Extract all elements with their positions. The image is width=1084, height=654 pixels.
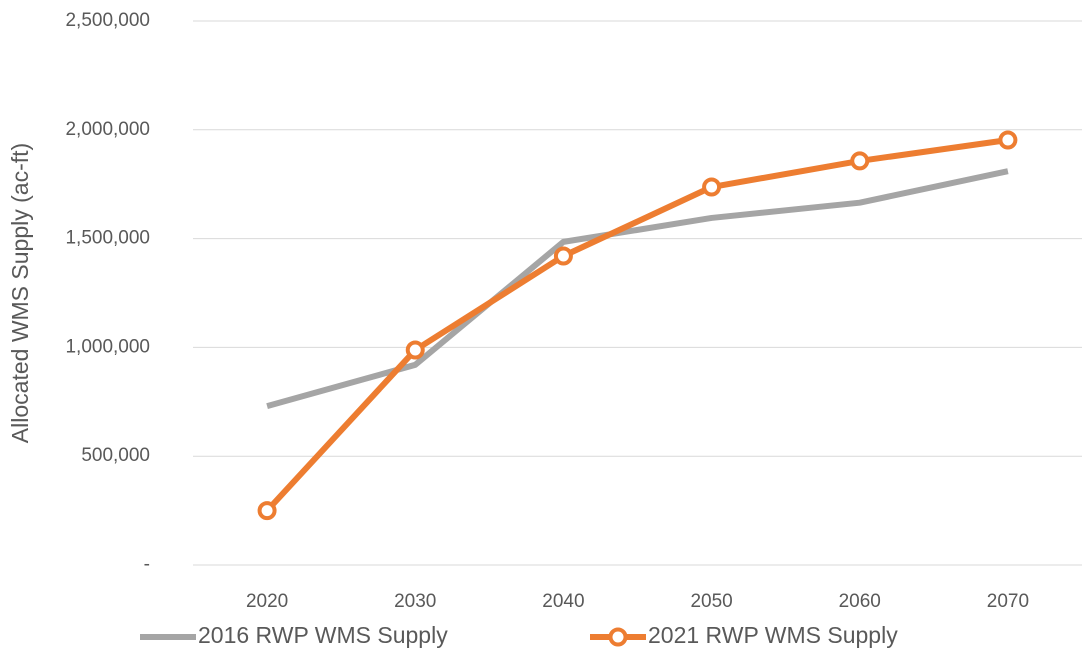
y-tick-label: 1,500,000 <box>65 228 150 249</box>
series-marker <box>702 177 722 197</box>
series-line <box>264 137 1009 513</box>
x-tick-label: 2040 <box>542 591 584 612</box>
y-tick-label: 1,000,000 <box>65 336 150 357</box>
series-marker <box>257 501 277 521</box>
x-tick-label: 2030 <box>394 591 436 612</box>
y-axis-title: Allocated WMS Supply (ac-ft) <box>7 143 33 443</box>
legend-label: 2016 RWP WMS Supply <box>198 622 448 648</box>
x-tick-label: 2020 <box>246 591 288 612</box>
y-tick-label: 500,000 <box>81 445 150 466</box>
series-line <box>266 168 1009 410</box>
y-tick-label: 2,500,000 <box>65 10 150 31</box>
legend-label: 2021 RWP WMS Supply <box>648 622 898 648</box>
series-marker <box>998 130 1018 150</box>
legend-marker <box>608 627 628 647</box>
series-marker <box>405 340 425 360</box>
y-tick-label: - <box>144 554 150 575</box>
series-marker <box>553 246 573 266</box>
x-tick-label: 2070 <box>987 591 1029 612</box>
x-tick-label: 2050 <box>690 591 732 612</box>
x-tick-label: 2060 <box>839 591 881 612</box>
y-tick-label: 2,000,000 <box>65 119 150 140</box>
series-marker <box>850 151 870 171</box>
